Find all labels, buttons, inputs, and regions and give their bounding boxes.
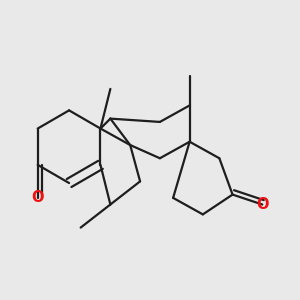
Text: O: O (256, 197, 268, 212)
Text: O: O (32, 190, 44, 206)
